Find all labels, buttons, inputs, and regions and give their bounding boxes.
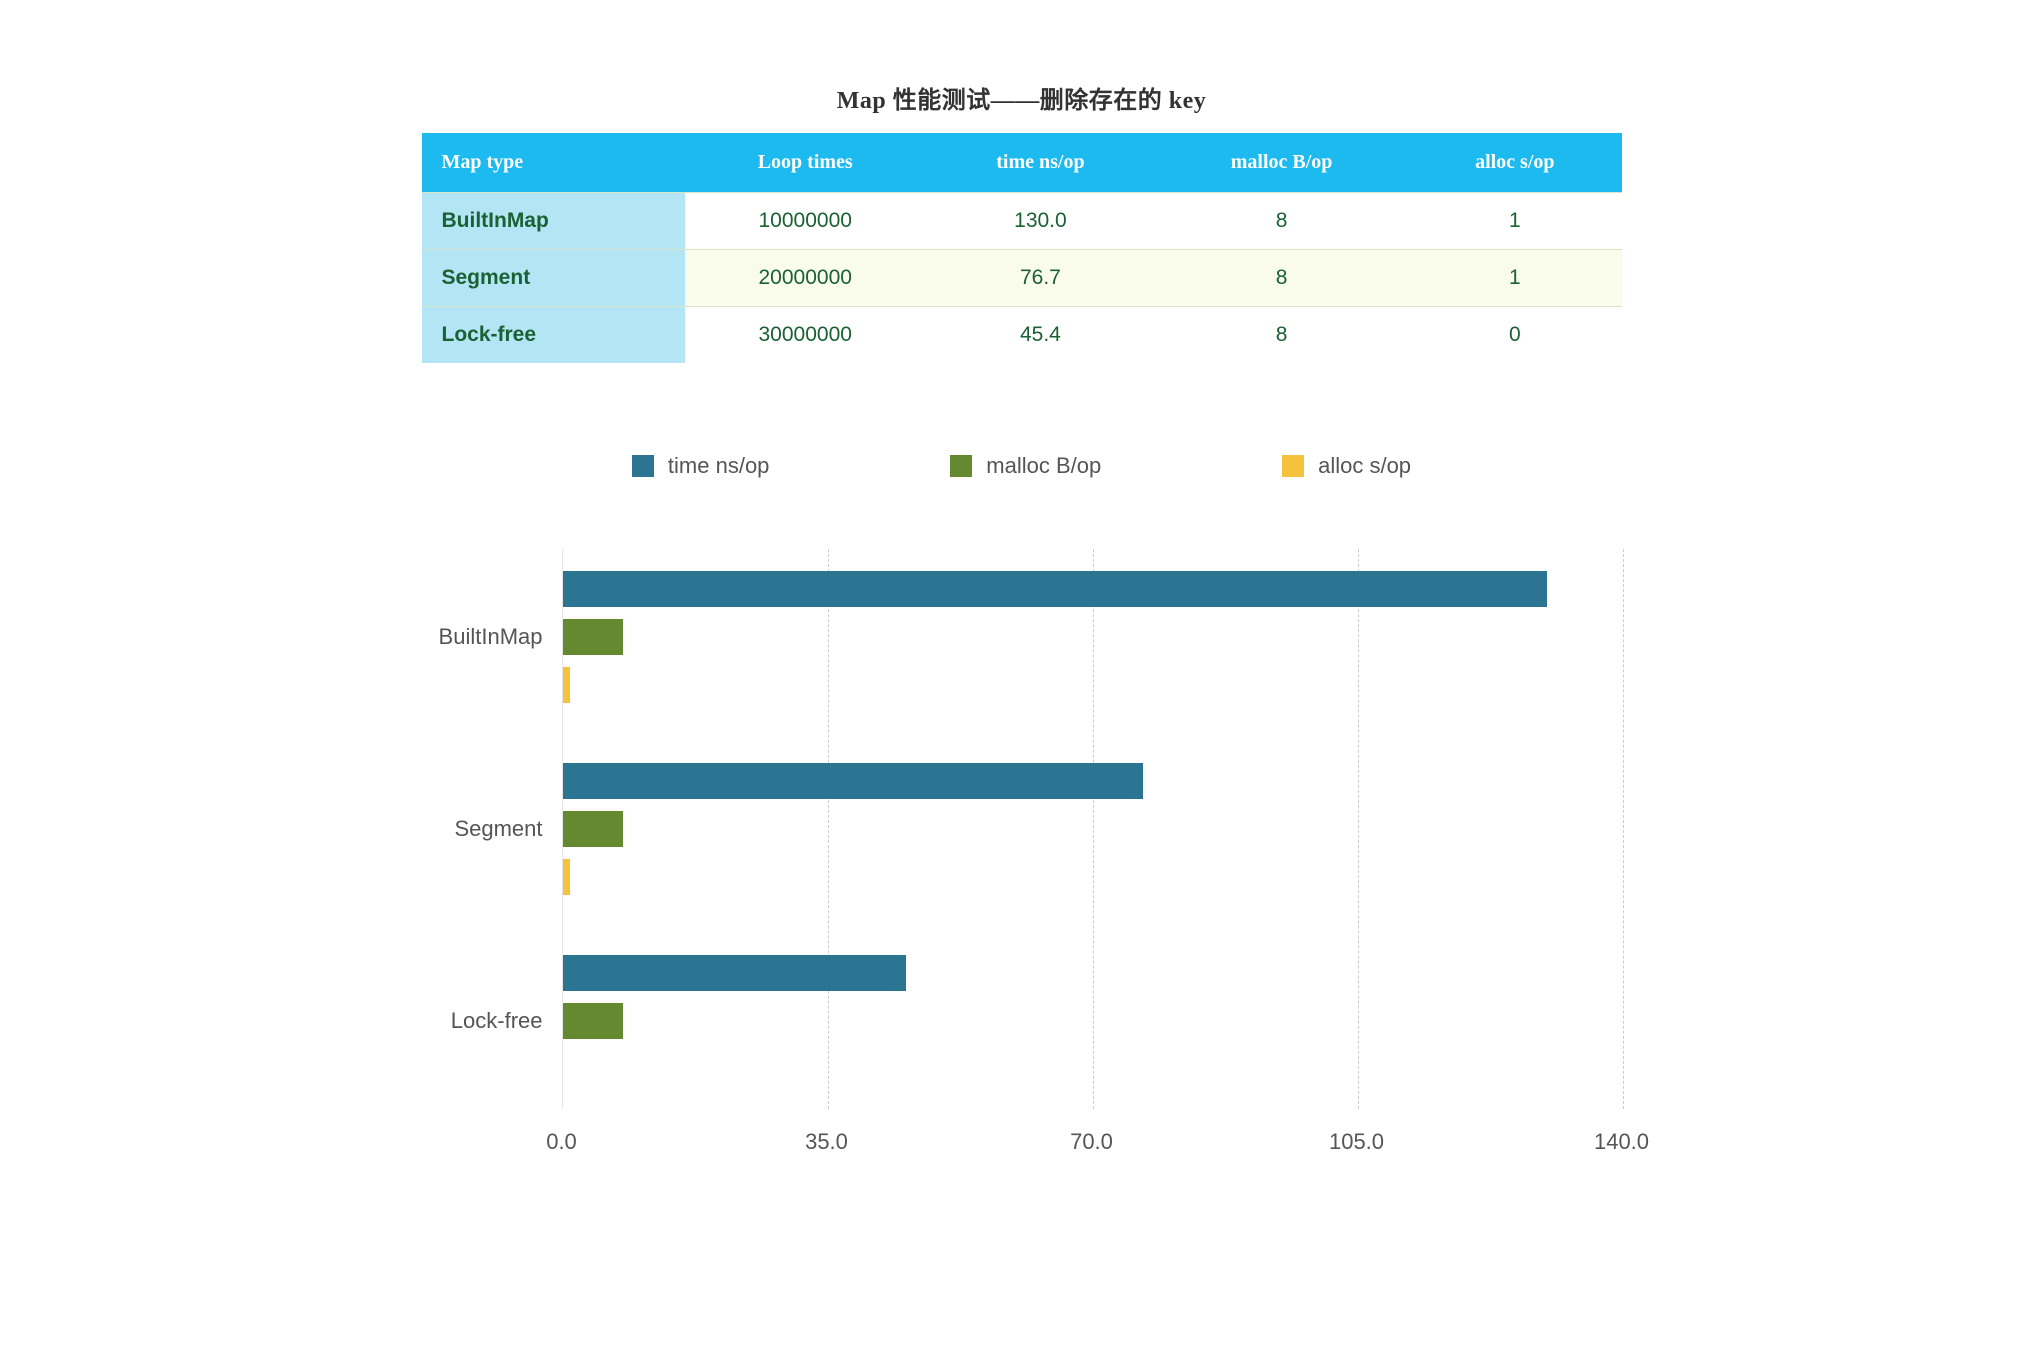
table-cell: 0 (1408, 307, 1621, 364)
table-cell: 1 (1408, 193, 1621, 250)
legend-item: time ns/op (632, 453, 770, 479)
col-alloc: alloc s/op (1408, 133, 1621, 193)
col-maptype: Map type (422, 133, 685, 193)
chart-legend: time ns/op malloc B/op alloc s/op (542, 453, 1502, 479)
y-axis-label: BuiltInMap (383, 624, 543, 650)
table-cell: 8 (1155, 193, 1408, 250)
legend-swatch (1282, 455, 1304, 477)
bar (563, 667, 571, 703)
bar (563, 859, 571, 895)
table-cell: 76.7 (926, 250, 1155, 307)
bar-group: BuiltInMap (563, 571, 1622, 703)
benchmark-table: Map type Loop times time ns/op malloc B/… (422, 133, 1622, 363)
table-cell: 130.0 (926, 193, 1155, 250)
benchmark-chart: BuiltInMap Segment Lock-free 0.0 35.0 70.0 10… (382, 549, 1662, 1169)
bar (563, 571, 1547, 607)
col-malloc: malloc B/op (1155, 133, 1408, 193)
table-cell: 10000000 (685, 193, 926, 250)
legend-label: time ns/op (668, 453, 770, 479)
bar (563, 811, 624, 847)
table-cell: 45.4 (926, 307, 1155, 364)
legend-swatch (950, 455, 972, 477)
col-time: time ns/op (926, 133, 1155, 193)
table-cell: 8 (1155, 250, 1408, 307)
y-axis-label: Lock-free (383, 1008, 543, 1034)
x-axis-tick: 105.0 (1329, 1129, 1384, 1155)
table-cell: Segment (422, 250, 685, 307)
gridline (1623, 549, 1624, 1109)
bar-group: Segment (563, 763, 1622, 895)
table-cell: 20000000 (685, 250, 926, 307)
table-header-row: Map type Loop times time ns/op malloc B/… (422, 133, 1622, 193)
bar-group: Lock-free (563, 955, 1622, 1087)
x-axis-tick: 140.0 (1594, 1129, 1649, 1155)
table-row: Segment2000000076.781 (422, 250, 1622, 307)
bar (563, 763, 1144, 799)
legend-swatch (632, 455, 654, 477)
legend-label: alloc s/op (1318, 453, 1411, 479)
y-axis-label: Segment (383, 816, 543, 842)
col-loop: Loop times (685, 133, 926, 193)
bar (563, 619, 624, 655)
x-axis-tick: 70.0 (1070, 1129, 1113, 1155)
x-axis-tick: 0.0 (546, 1129, 577, 1155)
legend-item: alloc s/op (1282, 453, 1411, 479)
table-row: Lock-free3000000045.480 (422, 307, 1622, 364)
chart-title: Map 性能测试——删除存在的 key (422, 80, 1622, 115)
table-cell: 30000000 (685, 307, 926, 364)
table-cell: 1 (1408, 250, 1621, 307)
table-cell: Lock-free (422, 307, 685, 364)
bar (563, 1003, 624, 1039)
legend-item: malloc B/op (950, 453, 1101, 479)
x-axis-tick: 35.0 (805, 1129, 848, 1155)
table-cell: 8 (1155, 307, 1408, 364)
legend-label: malloc B/op (986, 453, 1101, 479)
table-cell: BuiltInMap (422, 193, 685, 250)
bar (563, 955, 907, 991)
table-row: BuiltInMap10000000130.081 (422, 193, 1622, 250)
